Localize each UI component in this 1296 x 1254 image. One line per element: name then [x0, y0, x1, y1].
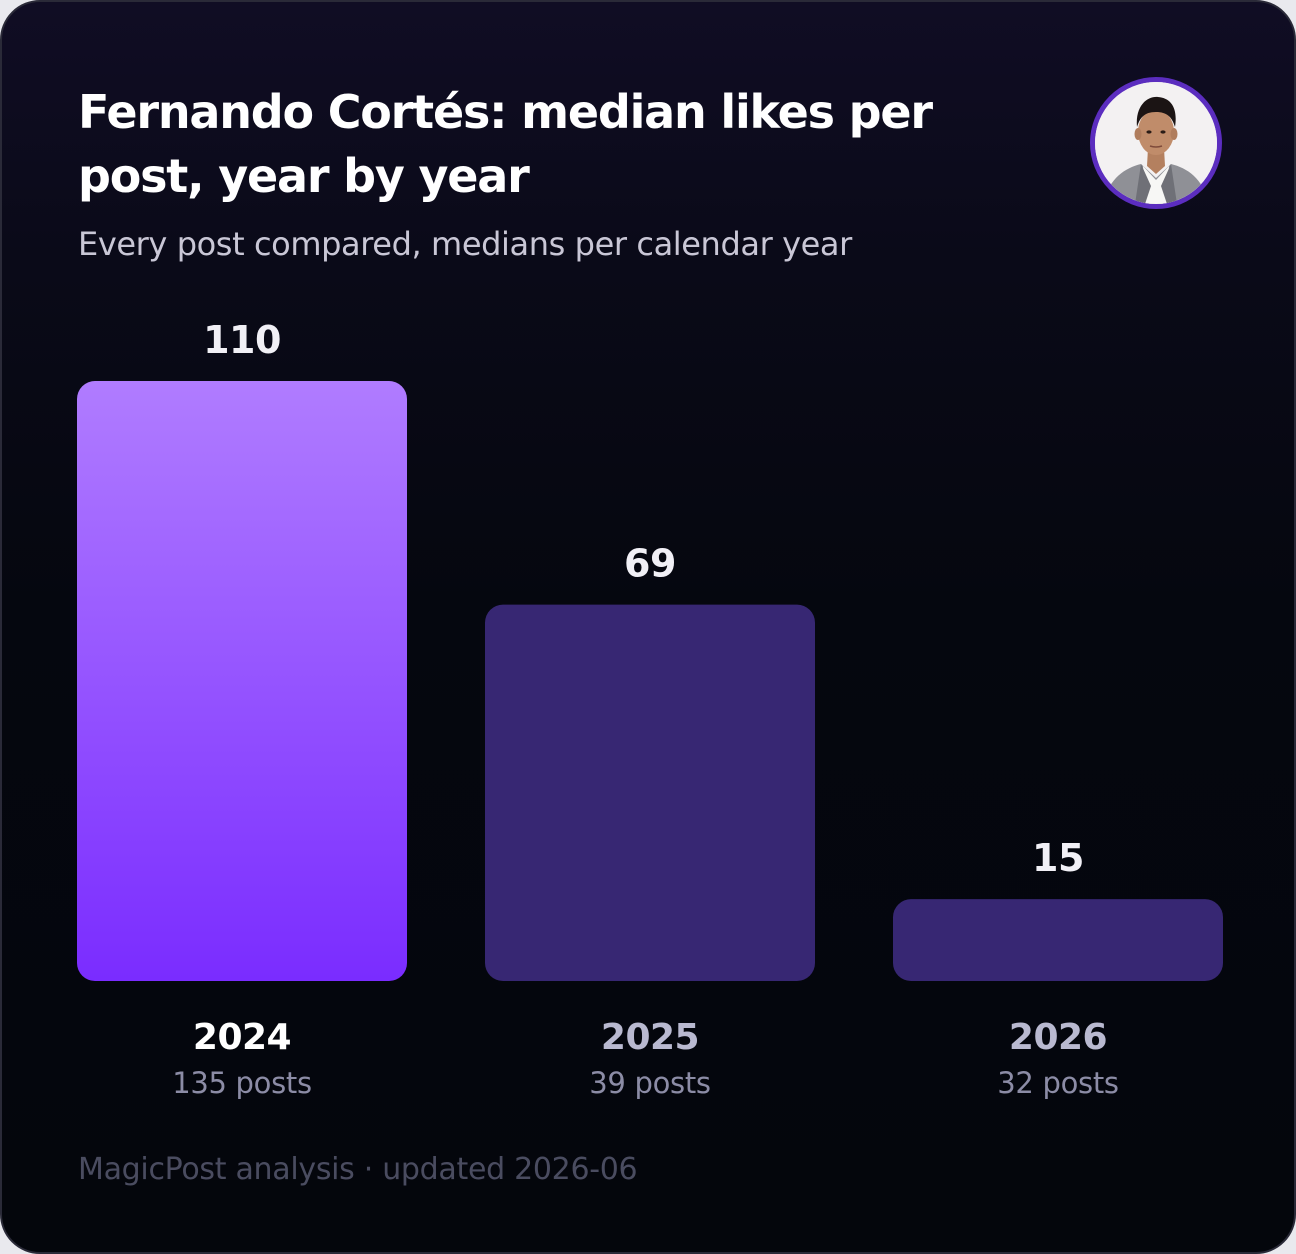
profile-photo-icon: [1095, 82, 1217, 204]
bar-2024: [77, 381, 407, 981]
bar-2025: [485, 604, 815, 981]
post-count-label: 135 posts: [172, 1066, 312, 1100]
chart-footer: MagicPost analysis · updated 2026-06: [78, 1152, 638, 1187]
post-count-label: 32 posts: [997, 1066, 1118, 1100]
chart-subtitle: Every post compared, medians per calenda…: [78, 225, 852, 263]
post-count-label: 39 posts: [589, 1066, 710, 1100]
x-tick-label: 2024: [193, 1017, 291, 1058]
bar-2026: [893, 899, 1223, 981]
bar-value-label: 69: [624, 542, 676, 586]
x-tick-label: 2025: [601, 1017, 699, 1058]
x-tick-label: 2026: [1009, 1017, 1107, 1058]
profile-avatar: [1090, 77, 1222, 209]
bar-value-label: 110: [203, 318, 281, 362]
bar-value-label: 15: [1032, 836, 1084, 880]
chart-title: Fernando Cortés: median likes per post, …: [78, 85, 933, 203]
